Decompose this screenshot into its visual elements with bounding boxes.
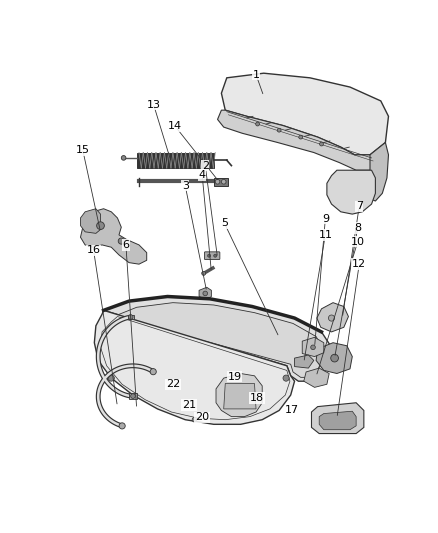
Text: 11: 11 — [318, 230, 332, 240]
Circle shape — [108, 375, 114, 381]
Circle shape — [97, 222, 104, 230]
Text: 2: 2 — [201, 160, 209, 171]
Circle shape — [121, 156, 126, 160]
Circle shape — [131, 394, 135, 398]
Circle shape — [119, 423, 125, 429]
Polygon shape — [316, 343, 352, 374]
Circle shape — [208, 254, 211, 257]
Polygon shape — [311, 403, 364, 433]
Circle shape — [331, 354, 339, 362]
Text: 9: 9 — [322, 214, 329, 224]
Circle shape — [150, 369, 156, 375]
Circle shape — [215, 180, 220, 184]
Polygon shape — [224, 384, 256, 409]
Text: 12: 12 — [352, 259, 366, 269]
Text: 17: 17 — [284, 406, 299, 415]
Polygon shape — [94, 310, 294, 424]
Text: 19: 19 — [227, 372, 241, 382]
Polygon shape — [319, 411, 356, 430]
Polygon shape — [127, 314, 134, 319]
Polygon shape — [216, 374, 262, 417]
Text: 16: 16 — [87, 245, 101, 255]
Bar — [137, 152, 214, 168]
Circle shape — [221, 180, 226, 184]
Polygon shape — [327, 170, 375, 214]
Text: 1: 1 — [253, 70, 260, 80]
Circle shape — [320, 142, 323, 146]
Text: 14: 14 — [168, 122, 182, 131]
Polygon shape — [199, 287, 212, 300]
Text: 6: 6 — [122, 240, 129, 250]
Circle shape — [299, 135, 303, 139]
Text: 10: 10 — [351, 237, 365, 247]
Circle shape — [277, 128, 281, 132]
Circle shape — [328, 315, 335, 321]
Polygon shape — [81, 209, 147, 264]
Circle shape — [283, 375, 289, 381]
Polygon shape — [81, 209, 100, 233]
Text: 15: 15 — [76, 145, 90, 155]
Circle shape — [118, 238, 124, 244]
Text: 5: 5 — [221, 219, 228, 228]
Text: 7: 7 — [356, 201, 363, 212]
Polygon shape — [304, 368, 329, 387]
Circle shape — [214, 254, 217, 257]
Circle shape — [202, 271, 205, 276]
Polygon shape — [218, 110, 375, 170]
Circle shape — [311, 345, 315, 350]
Text: 20: 20 — [195, 413, 209, 422]
Polygon shape — [317, 303, 349, 332]
Text: 21: 21 — [182, 400, 196, 410]
Polygon shape — [302, 337, 324, 357]
Circle shape — [192, 417, 197, 422]
Polygon shape — [129, 393, 137, 399]
Polygon shape — [294, 355, 314, 368]
Circle shape — [256, 122, 259, 126]
Circle shape — [203, 291, 208, 296]
Bar — [214, 178, 228, 185]
Text: 3: 3 — [182, 181, 189, 191]
Text: 4: 4 — [198, 170, 206, 180]
Text: 13: 13 — [147, 100, 161, 110]
Polygon shape — [367, 142, 389, 201]
Text: 18: 18 — [250, 393, 264, 403]
Text: 22: 22 — [166, 379, 180, 389]
Polygon shape — [221, 73, 389, 155]
Polygon shape — [113, 303, 324, 377]
FancyBboxPatch shape — [205, 252, 220, 260]
Polygon shape — [103, 296, 332, 381]
Circle shape — [128, 314, 133, 319]
Text: 8: 8 — [354, 223, 361, 233]
